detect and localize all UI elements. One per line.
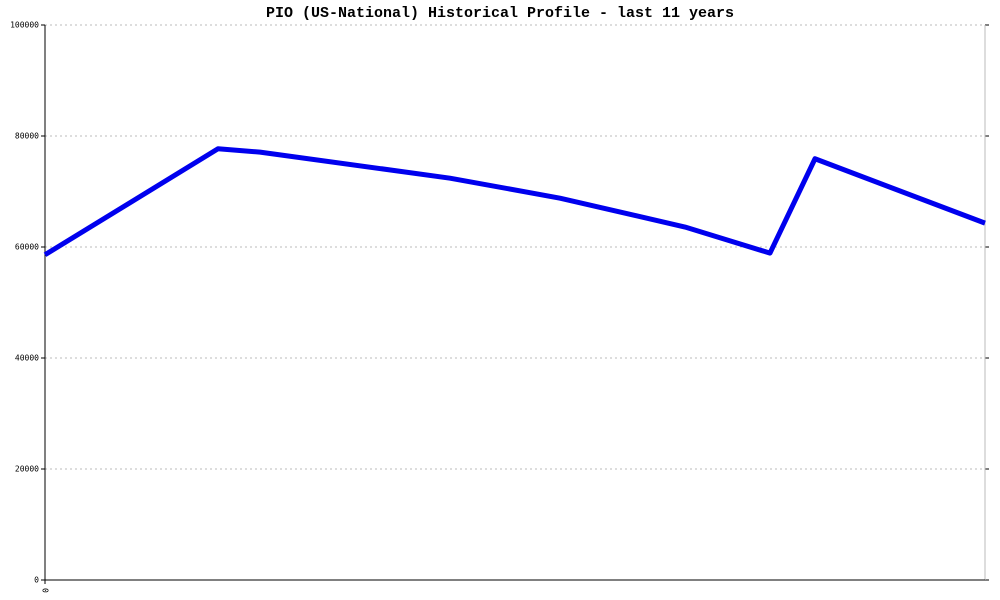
y-tick-label: 60000: [15, 243, 39, 252]
y-tick-label: 20000: [15, 465, 39, 474]
y-tick-label: 0: [34, 576, 39, 585]
y-tick-label: 100000: [10, 21, 39, 30]
y-tick-label: 80000: [15, 132, 39, 141]
line-series: [43, 146, 986, 257]
chart-title: PIO (US-National) Historical Profile - l…: [266, 5, 734, 22]
x-tick-label: 0: [41, 588, 50, 593]
y-tick-label: 40000: [15, 354, 39, 363]
